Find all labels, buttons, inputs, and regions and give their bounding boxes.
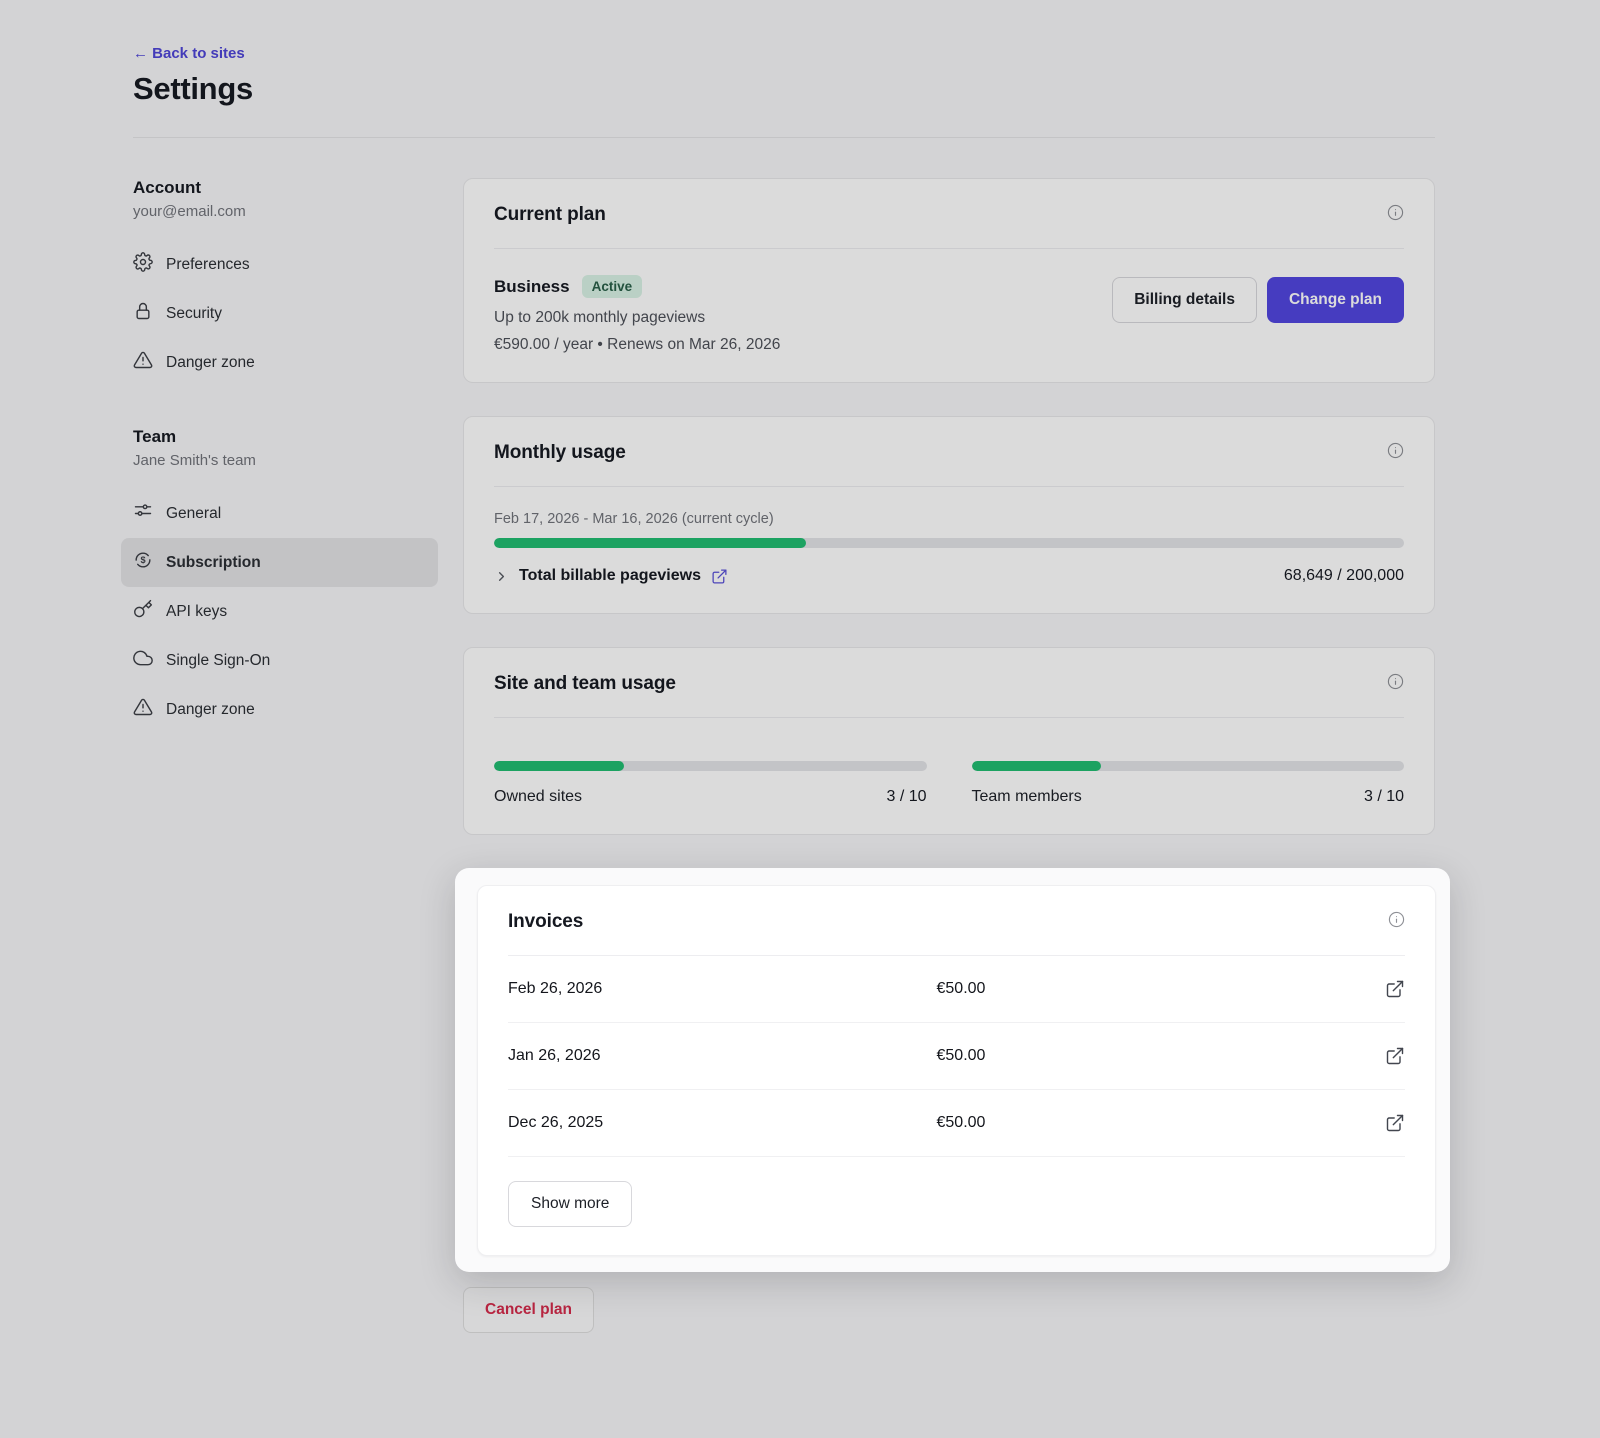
- billable-pageviews-value: 68,649 / 200,000: [1283, 567, 1404, 584]
- monthly-usage-title: Monthly usage: [494, 442, 626, 463]
- external-link-icon[interactable]: [1385, 1046, 1405, 1066]
- sliders-icon: [133, 501, 153, 526]
- warning-triangle-icon: [133, 350, 153, 375]
- invoice-date: Feb 26, 2026: [508, 980, 603, 997]
- owned-sites-fill: [494, 761, 624, 771]
- svg-text:$: $: [140, 555, 145, 565]
- info-icon[interactable]: [1388, 911, 1405, 928]
- pageviews-progress-fill: [494, 538, 807, 548]
- invoice-date: Jan 26, 2026: [508, 1047, 601, 1064]
- owned-sites-value: 3 / 10: [886, 788, 927, 805]
- key-icon: [133, 599, 153, 624]
- info-icon[interactable]: [1387, 442, 1404, 459]
- current-plan-card: Current plan Business Active Up to 200k …: [463, 178, 1435, 383]
- sidebar-item-general[interactable]: General: [121, 489, 438, 538]
- invoice-row: Feb 26, 2026 €50.00: [508, 956, 1405, 1023]
- invoice-amount: €50.00: [936, 1047, 986, 1064]
- billable-pageviews-label: Total billable pageviews: [519, 567, 701, 584]
- sidebar-item-label: Danger zone: [166, 353, 255, 371]
- invoices-title: Invoices: [508, 911, 584, 932]
- team-members-track: [971, 761, 1404, 771]
- sidebar-item-label: Preferences: [166, 255, 250, 273]
- team-members-label: Team members: [971, 788, 1082, 805]
- card-divider: [508, 955, 1405, 956]
- header-divider: [133, 137, 1435, 138]
- card-divider: [494, 248, 1404, 249]
- plan-name: Business: [494, 276, 570, 296]
- account-heading: Account: [133, 178, 201, 197]
- sidebar-item-label: Danger zone: [166, 700, 255, 718]
- lock-icon: [133, 301, 153, 326]
- page-title: Settings: [133, 71, 253, 106]
- sidebar-section-account: Account your@email.com Preferences Secur…: [133, 178, 438, 387]
- sidebar-item-label: Single Sign-On: [166, 651, 271, 669]
- invoices-card: Invoices Feb 26, 2026 €50.00 Jan 26, 202…: [477, 885, 1436, 1256]
- cancel-plan-button[interactable]: Cancel plan: [463, 1287, 594, 1333]
- owned-sites-meter: Owned sites 3 / 10: [494, 750, 927, 806]
- invoice-row: Dec 26, 2025 €50.00: [508, 1090, 1405, 1157]
- sidebar-item-label: Security: [166, 304, 222, 322]
- sidebar-item-label: Subscription: [166, 553, 261, 571]
- card-divider: [494, 486, 1404, 487]
- billing-cycle-text: Feb 17, 2026 - Mar 16, 2026 (current cyc…: [494, 511, 774, 527]
- card-divider: [494, 717, 1404, 718]
- sidebar-item-label: API keys: [166, 602, 228, 620]
- monthly-usage-card: Monthly usage Feb 17, 2026 - Mar 16, 202…: [463, 416, 1435, 614]
- change-plan-button[interactable]: Change plan: [1266, 277, 1404, 323]
- current-plan-title: Current plan: [494, 204, 606, 225]
- account-email: your@email.com: [133, 203, 246, 220]
- team-heading: Team: [133, 427, 177, 446]
- invoices-spotlight: Invoices Feb 26, 2026 €50.00 Jan 26, 202…: [455, 868, 1450, 1272]
- chevron-right-icon: [494, 569, 509, 584]
- billable-pageviews-toggle[interactable]: Total billable pageviews: [494, 567, 728, 585]
- pageviews-progress-track: [494, 538, 1404, 548]
- show-more-button[interactable]: Show more: [508, 1181, 633, 1227]
- invoice-amount: €50.00: [936, 1114, 986, 1131]
- sidebar-section-team: Team Jane Smith's team General $ Subscri…: [121, 427, 438, 734]
- sidebar-item-subscription[interactable]: $ Subscription: [121, 538, 438, 587]
- external-link-icon[interactable]: [1385, 1113, 1405, 1133]
- plan-info: Business Active Up to 200k monthly pagev…: [494, 275, 780, 354]
- currency-refresh-icon: $: [133, 550, 153, 575]
- external-link-icon[interactable]: [711, 568, 728, 585]
- back-to-sites-link[interactable]: ← Back to sites: [133, 45, 245, 62]
- sidebar-item-label: General: [166, 504, 222, 522]
- team-members-value: 3 / 10: [1363, 788, 1404, 805]
- owned-sites-track: [494, 761, 927, 771]
- team-members-meter: Team members 3 / 10: [971, 750, 1404, 806]
- gear-icon: [133, 252, 153, 277]
- invoice-amount: €50.00: [936, 980, 986, 997]
- sidebar-item-api-keys[interactable]: API keys: [121, 587, 438, 636]
- owned-sites-label: Owned sites: [494, 788, 583, 805]
- external-link-icon[interactable]: [1385, 979, 1405, 999]
- cloud-icon: [133, 648, 153, 673]
- status-badge: Active: [581, 275, 643, 298]
- sidebar-item-single-sign-on[interactable]: Single Sign-On: [121, 636, 438, 685]
- invoice-row: Jan 26, 2026 €50.00: [508, 1023, 1405, 1090]
- info-icon[interactable]: [1387, 673, 1404, 690]
- sidebar-item-preferences[interactable]: Preferences: [121, 240, 438, 289]
- settings-sidebar: Account your@email.com Preferences Secur…: [121, 178, 438, 734]
- plan-price-line: €590.00 / year • Renews on Mar 26, 2026: [494, 336, 781, 353]
- settings-main: Current plan Business Active Up to 200k …: [455, 178, 1450, 1333]
- team-name: Jane Smith's team: [133, 452, 256, 469]
- site-team-usage-card: Site and team usage Owned sites 3 / 10: [463, 647, 1435, 835]
- invoice-date: Dec 26, 2025: [508, 1114, 604, 1131]
- warning-triangle-icon: [133, 697, 153, 722]
- site-team-usage-title: Site and team usage: [494, 673, 676, 694]
- sidebar-item-security[interactable]: Security: [121, 289, 438, 338]
- team-members-fill: [971, 761, 1102, 771]
- sidebar-item-account-danger-zone[interactable]: Danger zone: [121, 338, 438, 387]
- billing-details-button[interactable]: Billing details: [1112, 277, 1257, 323]
- sidebar-item-team-danger-zone[interactable]: Danger zone: [121, 685, 438, 734]
- plan-limit: Up to 200k monthly pageviews: [494, 309, 706, 326]
- info-icon[interactable]: [1387, 204, 1404, 221]
